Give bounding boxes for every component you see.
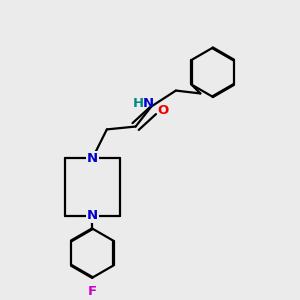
Text: O: O	[157, 104, 168, 117]
Text: N: N	[143, 97, 154, 110]
Text: N: N	[87, 152, 98, 165]
Text: H: H	[133, 97, 144, 110]
Text: N: N	[87, 209, 98, 222]
Text: F: F	[88, 285, 97, 298]
